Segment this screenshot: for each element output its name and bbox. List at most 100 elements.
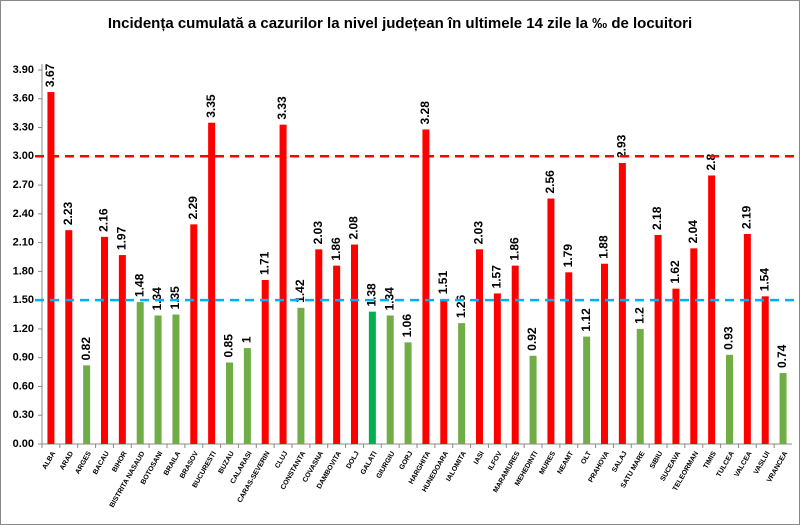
value-label: 3.35 xyxy=(204,94,218,118)
value-label: 0.82 xyxy=(79,337,93,361)
value-label: 0.92 xyxy=(525,327,539,351)
bar xyxy=(47,92,55,445)
y-tick-label: 0.30 xyxy=(13,409,34,421)
value-label: 1.26 xyxy=(454,294,468,318)
bar xyxy=(190,224,198,444)
bar xyxy=(565,272,573,444)
bar xyxy=(154,315,162,444)
bar xyxy=(243,348,251,444)
bar xyxy=(136,302,144,444)
bar xyxy=(386,315,394,444)
y-tick-label: 1.20 xyxy=(13,323,34,335)
value-label: 1 xyxy=(240,336,254,343)
value-label: 2.04 xyxy=(686,220,700,244)
value-label: 1.2 xyxy=(632,307,646,324)
bar xyxy=(761,296,769,444)
bar xyxy=(547,198,555,444)
value-label: 2.29 xyxy=(186,196,200,220)
value-label: 3.33 xyxy=(275,96,289,120)
y-tick-label: 3.60 xyxy=(13,93,34,105)
bar xyxy=(118,255,126,444)
value-label: 1.54 xyxy=(757,268,771,292)
bar xyxy=(583,336,591,444)
y-tick-label: 1.50 xyxy=(13,294,34,306)
bar xyxy=(743,233,751,444)
value-label: 0.85 xyxy=(222,334,236,358)
value-label: 1.79 xyxy=(561,244,575,268)
value-label: 0.93 xyxy=(722,326,736,350)
value-label: 0.74 xyxy=(775,344,789,368)
bar xyxy=(279,124,287,445)
value-label: 1.86 xyxy=(507,237,521,261)
value-label: 1.48 xyxy=(132,273,146,297)
bar xyxy=(529,355,537,444)
y-tick-label: 2.40 xyxy=(13,208,34,220)
bar xyxy=(297,307,305,444)
value-label: 2.18 xyxy=(650,206,664,230)
value-label: 2.19 xyxy=(740,205,754,229)
value-label: 2.93 xyxy=(615,134,629,158)
value-label: 1.35 xyxy=(168,286,182,310)
bar xyxy=(511,265,519,444)
y-tick-label: 0.00 xyxy=(13,438,34,450)
chart-title: Incidența cumulată a cazurilor la nivel … xyxy=(108,15,692,32)
bar xyxy=(422,129,430,444)
bar xyxy=(333,265,341,444)
value-label: 1.38 xyxy=(365,283,379,307)
bar xyxy=(440,299,448,444)
value-label: 1.51 xyxy=(436,271,450,295)
bar xyxy=(65,230,73,444)
bar xyxy=(601,263,608,444)
bar xyxy=(172,314,180,444)
value-label: 2.08 xyxy=(347,216,361,240)
value-label: 1.71 xyxy=(257,251,271,275)
value-label: 2.03 xyxy=(472,221,486,245)
bar xyxy=(690,248,698,444)
bar xyxy=(83,365,91,444)
bar xyxy=(708,175,716,444)
bar xyxy=(618,163,626,444)
bar xyxy=(458,323,466,444)
value-label: 1.57 xyxy=(490,265,504,289)
y-tick-label: 3.30 xyxy=(13,121,34,133)
y-tick-label: 0.90 xyxy=(13,352,34,364)
bar xyxy=(226,362,233,444)
y-tick-label: 0.60 xyxy=(13,380,34,392)
y-tick-label: 2.70 xyxy=(13,179,34,191)
bar xyxy=(636,328,644,444)
value-label: 1.12 xyxy=(579,308,593,332)
bar xyxy=(779,373,787,444)
value-label: 1.97 xyxy=(115,226,129,250)
value-label: 2.23 xyxy=(61,201,75,225)
bar xyxy=(476,249,483,444)
y-tick-label: 1.80 xyxy=(13,265,34,277)
value-label: 2.56 xyxy=(543,170,557,194)
bar xyxy=(726,354,733,444)
value-label: 1.88 xyxy=(597,235,611,259)
value-label: 2.8 xyxy=(704,153,718,170)
value-label: 1.42 xyxy=(293,279,307,303)
bar xyxy=(654,234,662,444)
value-label: 2.03 xyxy=(311,221,325,245)
value-label: 1.34 xyxy=(382,287,396,311)
y-tick-label: 3.90 xyxy=(13,64,34,76)
value-label: 1.86 xyxy=(329,237,343,261)
value-label: 3.28 xyxy=(418,101,432,125)
bar xyxy=(351,244,358,444)
bar xyxy=(368,311,376,444)
bar xyxy=(101,236,108,444)
bar xyxy=(208,122,216,444)
bar xyxy=(404,342,412,444)
value-label: 1.06 xyxy=(400,314,414,338)
bar xyxy=(493,293,501,444)
y-tick-label: 3.00 xyxy=(13,150,34,162)
value-label: 2.16 xyxy=(97,208,111,232)
value-label: 3.67 xyxy=(43,63,57,87)
y-tick-label: 2.10 xyxy=(13,237,34,249)
bar xyxy=(672,288,680,444)
bar xyxy=(315,249,323,444)
value-label: 1.34 xyxy=(150,287,164,311)
value-label: 1.62 xyxy=(668,260,682,284)
